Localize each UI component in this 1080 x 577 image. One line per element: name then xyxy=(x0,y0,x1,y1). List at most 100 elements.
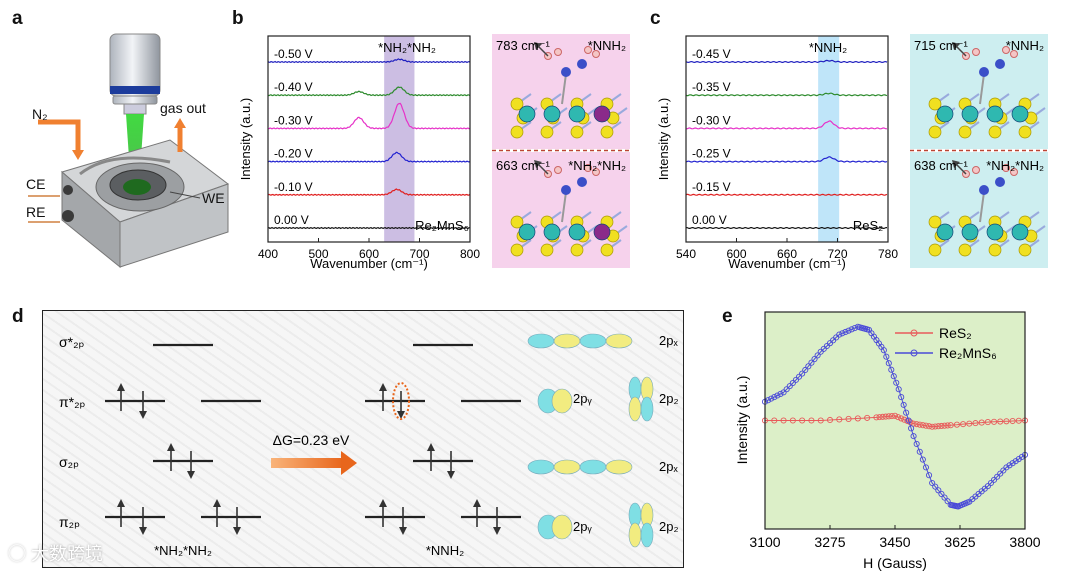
orbital-lobe xyxy=(527,459,555,475)
epr-point xyxy=(802,366,809,374)
epr-point xyxy=(814,352,821,359)
unpaired-electron-highlight xyxy=(392,382,410,420)
potential-label-1: -0.40 V xyxy=(274,80,313,94)
sulfur-atom xyxy=(1018,243,1032,257)
epr-point xyxy=(817,417,824,424)
metal-atom xyxy=(986,223,1004,241)
orbital-lobe xyxy=(628,522,642,548)
x-tick-label: 720 xyxy=(827,247,847,261)
epr-point xyxy=(786,383,793,390)
epr-point xyxy=(908,425,915,432)
metal-atom xyxy=(936,223,954,241)
epr-point xyxy=(799,417,806,424)
sulfur-atom xyxy=(540,243,554,257)
epr-point xyxy=(768,395,775,402)
epr-point xyxy=(944,422,951,429)
epr-point xyxy=(895,386,902,393)
vibration-arrow xyxy=(537,45,549,57)
series-line-2 xyxy=(686,120,888,130)
epr-point xyxy=(888,366,895,373)
x-tick-label: 3800 xyxy=(1009,534,1040,550)
epr-point xyxy=(913,440,920,447)
nitrogen-atom xyxy=(995,59,1005,69)
vibration-arrow xyxy=(955,45,967,57)
delta-g-label: ΔG=0.23 eV xyxy=(273,432,350,448)
hydrogen-atom xyxy=(554,166,562,174)
potential-label-5: 0.00 V xyxy=(692,213,727,227)
potential-label-4: -0.15 V xyxy=(692,180,731,194)
metal-atom xyxy=(593,105,611,123)
inset-freq-top: 715 cm⁻¹ xyxy=(914,38,968,53)
epr-point xyxy=(836,331,843,338)
sulfur-atom xyxy=(510,243,524,257)
setup-illustration xyxy=(28,33,230,269)
metal-atom xyxy=(568,223,586,241)
epr-point xyxy=(774,392,781,399)
inset-structures xyxy=(910,34,1048,268)
epr-point xyxy=(854,415,861,422)
epr-point xyxy=(938,490,945,497)
orbital-lobe xyxy=(628,396,642,422)
sulfur-atom xyxy=(600,125,614,139)
orbital-label-3: 2p₂ xyxy=(659,391,679,406)
sulfur-atom xyxy=(958,125,972,139)
metal-atom xyxy=(593,223,611,241)
series-line-5 xyxy=(267,226,470,230)
x-tick-label: 800 xyxy=(460,247,480,261)
orbital-lobe xyxy=(605,333,633,349)
epr-point xyxy=(891,412,899,419)
epr-point xyxy=(845,415,852,422)
hydrogen-atom xyxy=(1002,164,1010,172)
hydrogen-atom xyxy=(1010,50,1018,58)
epr-point xyxy=(876,414,883,421)
potential-label-0: -0.45 V xyxy=(692,47,731,61)
sulfur-atom xyxy=(1018,125,1032,139)
cell-body xyxy=(60,139,230,269)
epr-chart: 3100 3275 3450 3625 3800 ReS₂ Re₂MnS₆ H (Gau… xyxy=(735,311,1041,571)
potential-label-3: -0.25 V xyxy=(692,147,731,161)
epr-point xyxy=(944,498,951,505)
potential-label-0: -0.50 V xyxy=(274,47,313,61)
panel-letter-a: a xyxy=(12,8,23,29)
metal-atom xyxy=(543,223,561,241)
epr-point xyxy=(925,423,933,430)
epr-point xyxy=(972,420,979,427)
epr-point xyxy=(1009,417,1016,425)
epr-point xyxy=(885,360,892,367)
epr-point xyxy=(895,414,902,421)
ce-label: CE xyxy=(26,176,46,192)
epr-point xyxy=(935,423,942,430)
series-line-5 xyxy=(686,226,887,230)
x-tick-label: 600 xyxy=(359,247,379,261)
metal-atom xyxy=(518,223,536,241)
hydrogen-atom xyxy=(972,48,980,56)
sulfur-atom xyxy=(570,243,584,257)
raman-chart-res2: -0.45 V -0.35 V -0.30 V -0.25 V -0.15 V 0.00 … xyxy=(656,34,1048,271)
epr-point xyxy=(984,483,991,490)
band-label: *NNH₂ xyxy=(809,40,847,55)
epr-point xyxy=(882,413,889,420)
x-tick-label: 660 xyxy=(777,247,797,261)
hydrogen-atom xyxy=(972,166,980,174)
gas-out-label: gas out xyxy=(160,100,206,116)
epr-point xyxy=(916,448,923,455)
x-axis-label: Wavenumber (cm⁻¹) xyxy=(310,256,428,271)
hydrogen-atom xyxy=(554,48,562,56)
sulfur-atom xyxy=(928,97,942,111)
epr-point xyxy=(919,422,926,429)
epr-point xyxy=(826,416,834,424)
epr-point xyxy=(898,394,905,401)
x-tick-label: 700 xyxy=(409,247,429,261)
series-line-4 xyxy=(685,193,888,196)
epr-point xyxy=(780,417,787,424)
panel-letter-b: b xyxy=(232,8,244,29)
epr-point xyxy=(842,328,849,336)
inset-species-top: *NNH₂ xyxy=(588,38,626,53)
epr-point xyxy=(941,422,948,429)
inset-freq-bottom: 638 cm⁻¹ xyxy=(914,158,968,173)
potential-label-3: -0.20 V xyxy=(274,147,313,161)
epr-point xyxy=(780,389,787,396)
level-label-pi: π₂ₚ xyxy=(59,514,80,530)
epr-point xyxy=(792,376,800,383)
epr-point xyxy=(960,421,967,428)
